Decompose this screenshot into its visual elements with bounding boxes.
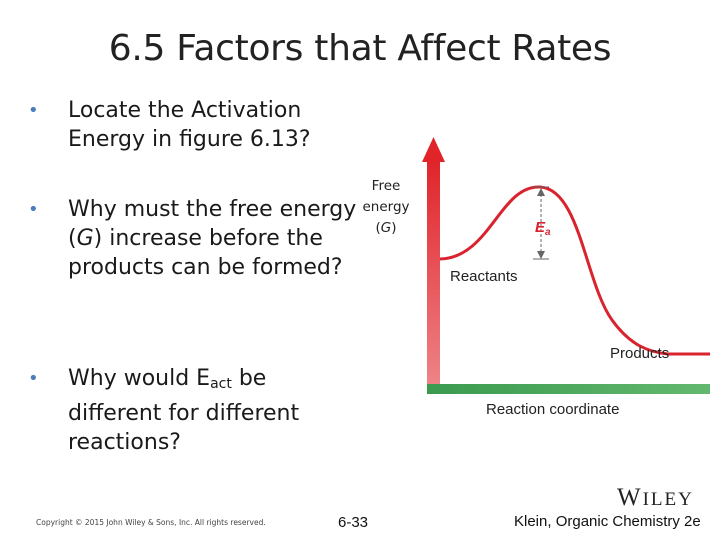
bullet-activation-energy: • Locate the Activation Energy in figure… xyxy=(28,96,358,154)
bullet-eact: • Why would Eact be different for differ… xyxy=(28,364,358,457)
page-number: 6-33 xyxy=(338,514,369,531)
publisher-logo: WILEY xyxy=(617,484,694,511)
copyright-notice: Copyright © 2015 John Wiley & Sons, Inc.… xyxy=(36,518,266,527)
bullet-text: Why would Eact be different for differen… xyxy=(68,366,300,455)
bullet-text: Locate the Activation Energy in figure 6… xyxy=(68,98,311,152)
x-axis-label: Reaction coordinate xyxy=(486,401,619,418)
bullet-free-energy: • Why must the free energy (G) increase … xyxy=(28,195,358,282)
y-axis-label: Free energy (G) xyxy=(362,178,410,236)
x-axis-line xyxy=(427,384,710,394)
bullet-text: Why must the free energy (G) increase be… xyxy=(68,197,357,280)
reaction-curve xyxy=(439,185,710,356)
ea-arrow-up xyxy=(537,188,545,196)
slide-title: 6.5 Factors that Affect Rates xyxy=(108,28,612,69)
italic-g: G xyxy=(76,226,94,251)
bullet-marker: • xyxy=(28,199,39,220)
bullet-marker: • xyxy=(28,368,39,389)
ea-label: Ea xyxy=(535,219,551,238)
book-credit: Klein, Organic Chemistry 2e xyxy=(514,513,701,530)
y-axis-shaft xyxy=(427,160,440,393)
ea-arrow-down xyxy=(537,251,545,259)
subscript-act: act xyxy=(210,376,232,392)
products-label: Products xyxy=(610,345,669,362)
reactants-label: Reactants xyxy=(450,268,518,285)
bullet-marker: • xyxy=(28,100,39,121)
y-axis-arrowhead xyxy=(422,137,445,162)
